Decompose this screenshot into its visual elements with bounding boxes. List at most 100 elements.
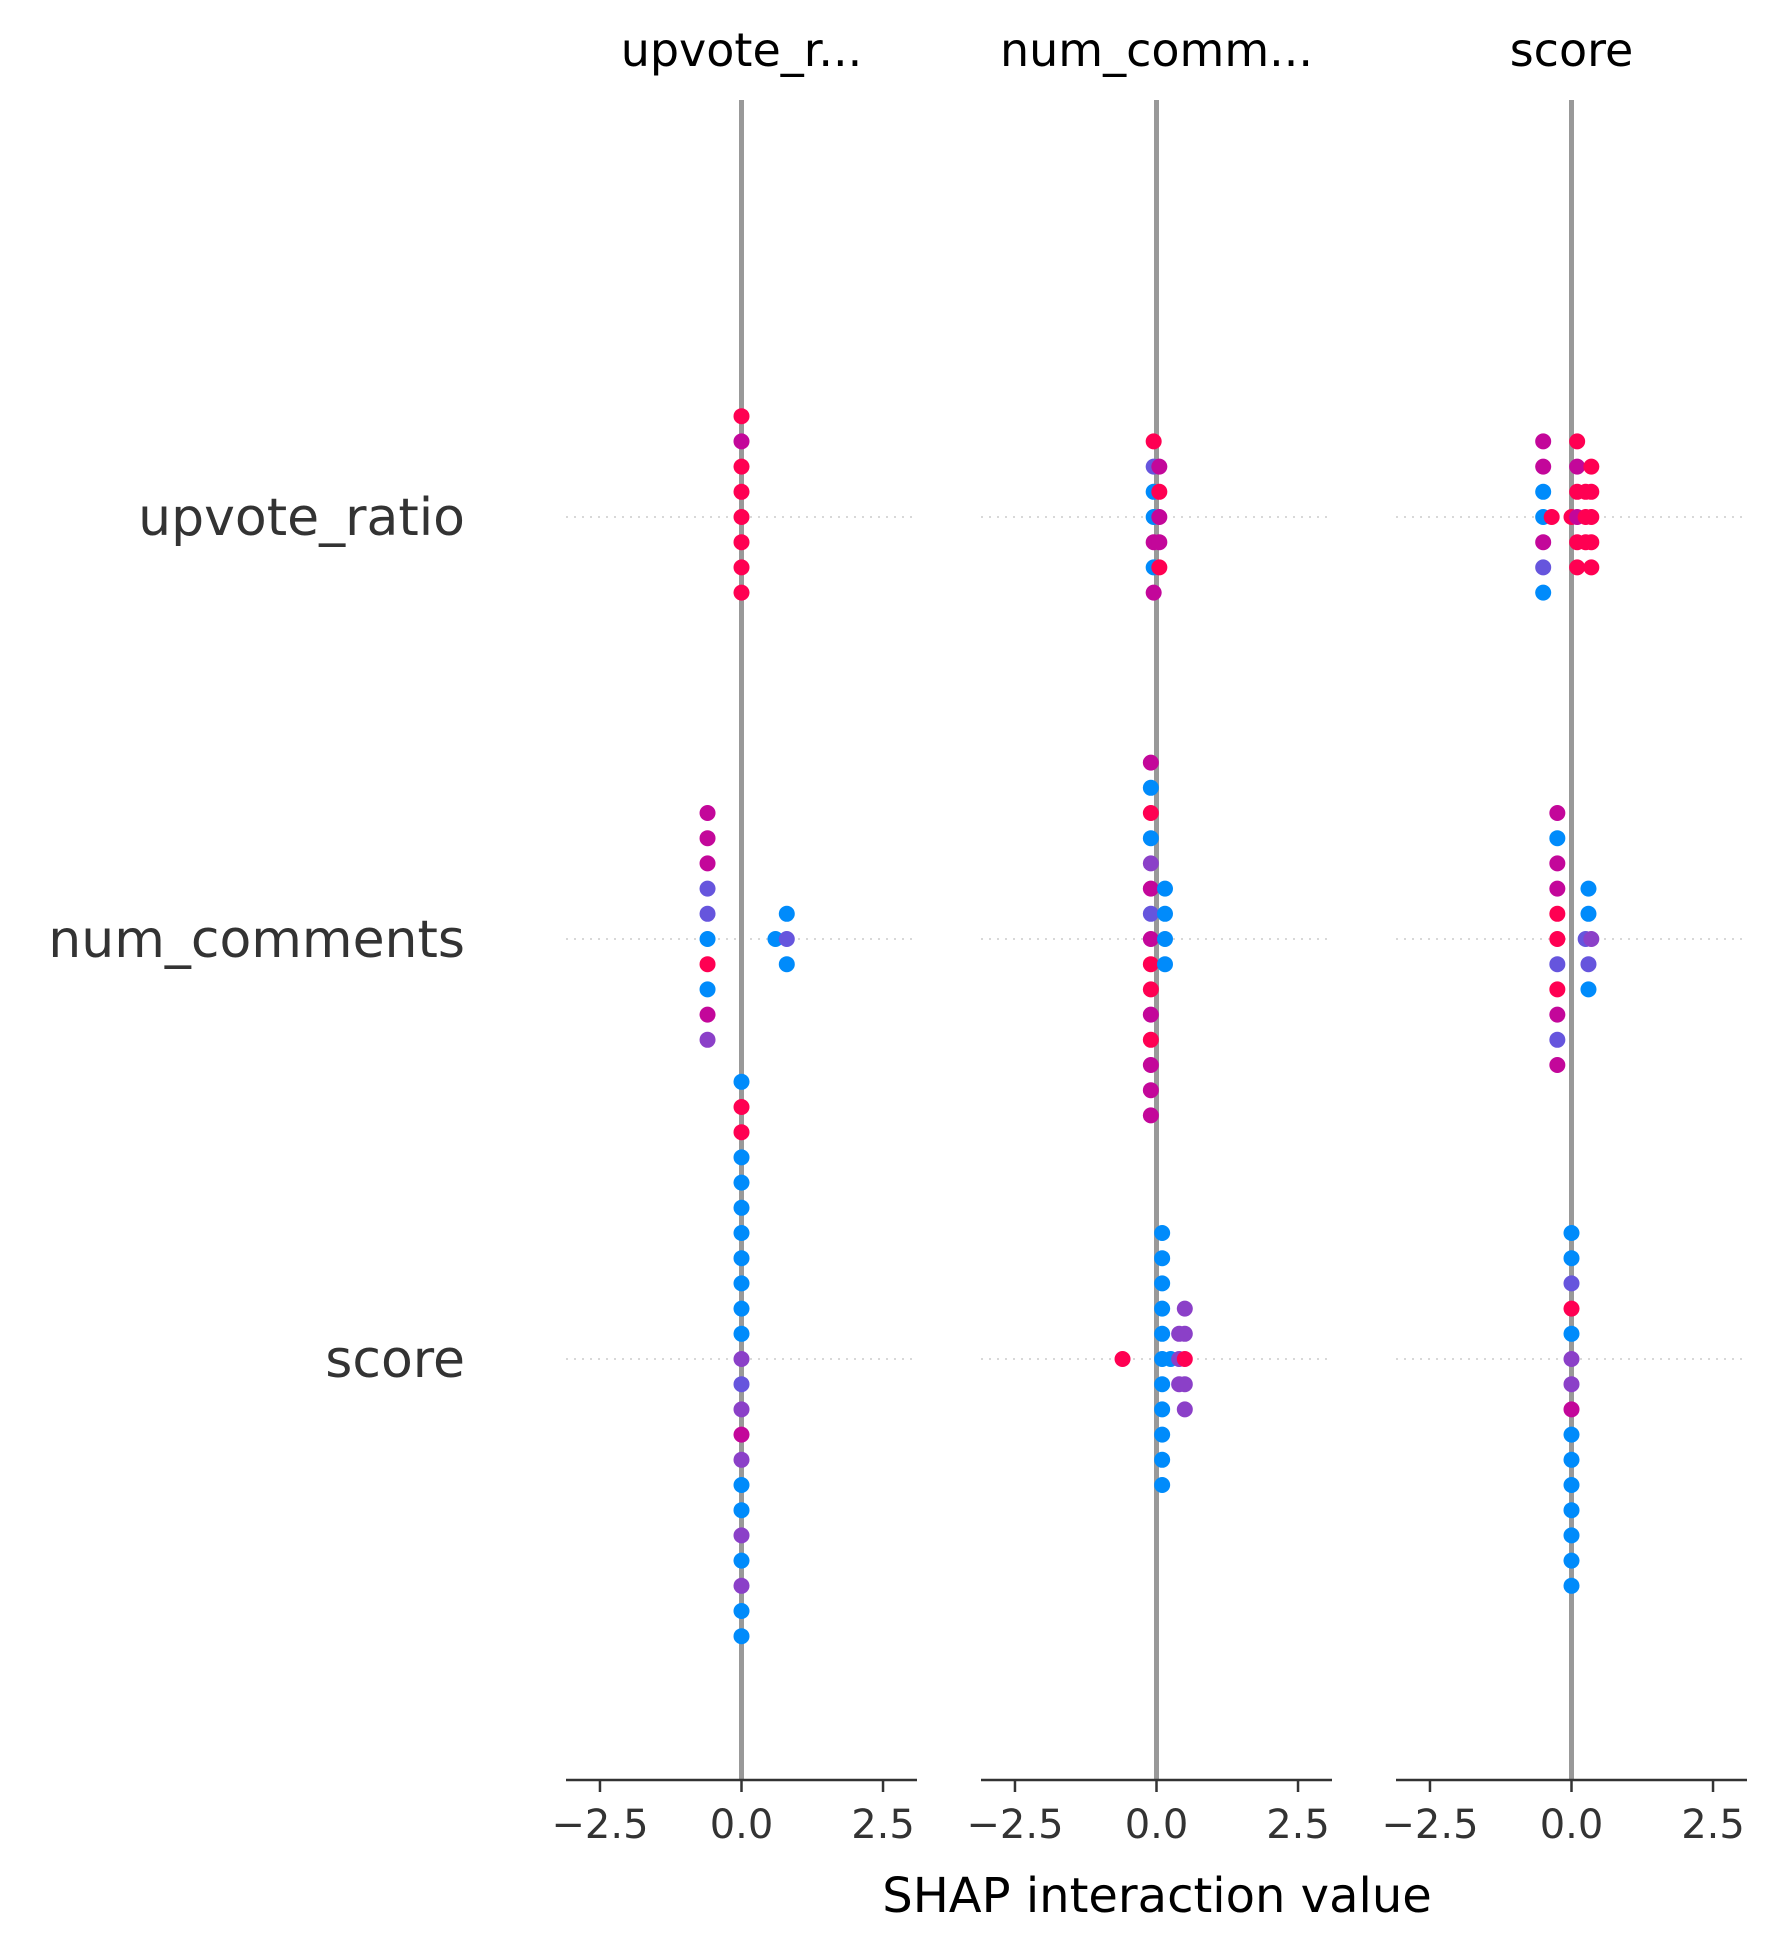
data-point [1563, 1577, 1580, 1594]
data-point [1549, 981, 1566, 998]
x-axis-label: SHAP interaction value [882, 1868, 1432, 1924]
data-point [1583, 534, 1600, 551]
data-point [1583, 483, 1600, 500]
data-point [699, 880, 716, 897]
data-point [1549, 880, 1566, 897]
data-point [733, 1174, 750, 1191]
data-point [1176, 1325, 1193, 1342]
data-point [778, 905, 795, 922]
data-point [1583, 509, 1600, 525]
data-point [699, 931, 716, 947]
data-point [1154, 1426, 1171, 1443]
data-point [1563, 1477, 1580, 1493]
data-point [1583, 931, 1600, 947]
x-tick-label: 2.5 [851, 1802, 915, 1848]
data-point [778, 956, 795, 973]
data-point [733, 433, 750, 450]
data-point [733, 1325, 750, 1342]
panel-title: upvote_r... [621, 23, 863, 77]
data-point [1535, 458, 1552, 475]
data-point [1145, 433, 1162, 450]
data-point [1156, 931, 1173, 947]
data-point [1176, 1300, 1193, 1317]
data-point [733, 1451, 750, 1468]
data-point [1176, 1351, 1193, 1367]
data-point [1563, 1401, 1580, 1418]
panel-title: num_comm... [1000, 23, 1313, 77]
data-point [1563, 1552, 1580, 1569]
x-tick-label: 0.0 [1540, 1802, 1604, 1848]
data-point [1549, 805, 1566, 821]
data-point [1154, 1451, 1171, 1468]
data-points [699, 408, 1600, 1645]
data-point [699, 956, 716, 973]
data-point [699, 981, 716, 998]
data-point [733, 1073, 750, 1090]
data-point [1549, 905, 1566, 922]
data-point [733, 1401, 750, 1418]
data-point [733, 1250, 750, 1267]
data-point [1145, 584, 1162, 601]
data-point [1142, 1006, 1159, 1023]
data-point [1142, 754, 1159, 771]
data-point [1156, 880, 1173, 897]
data-point [699, 830, 716, 847]
data-point [1563, 1502, 1580, 1519]
data-point [699, 805, 716, 821]
data-point [733, 534, 750, 551]
data-point [1580, 880, 1597, 897]
data-point [733, 1124, 750, 1141]
data-point [1563, 1426, 1580, 1443]
data-point [1549, 956, 1566, 973]
data-point [1142, 779, 1159, 796]
data-point [1142, 956, 1159, 973]
data-point [733, 1300, 750, 1317]
data-point [1549, 1031, 1566, 1048]
row-label-num-comments: num_comments [48, 910, 465, 970]
data-point [733, 458, 750, 475]
data-point [1154, 1225, 1171, 1241]
data-point [699, 1031, 716, 1048]
data-point [733, 1603, 750, 1619]
data-point [1535, 433, 1552, 450]
data-point [1549, 830, 1566, 847]
data-point [733, 1552, 750, 1569]
data-point [1583, 458, 1600, 475]
data-point [1569, 559, 1586, 576]
data-point [1563, 1275, 1580, 1292]
data-point [1142, 855, 1159, 872]
data-point [1549, 931, 1566, 947]
data-point [1142, 1107, 1159, 1124]
data-point [733, 1225, 750, 1241]
data-point [1569, 433, 1586, 450]
data-point [1563, 1527, 1580, 1544]
data-point [733, 1628, 750, 1645]
data-point [1154, 1477, 1171, 1493]
data-point [1535, 559, 1552, 576]
data-point [1114, 1351, 1131, 1367]
x-tick-label: 0.0 [710, 1802, 774, 1848]
data-point [1583, 559, 1600, 576]
data-point [1142, 805, 1159, 821]
data-point [1142, 830, 1159, 847]
data-point [733, 1351, 750, 1367]
data-point [1580, 956, 1597, 973]
data-point [1176, 1401, 1193, 1418]
data-point [1156, 905, 1173, 922]
data-point [1142, 981, 1159, 998]
data-point [1142, 1031, 1159, 1048]
data-point [733, 1099, 750, 1115]
data-point [1151, 483, 1168, 500]
x-tick-label: 2.5 [1681, 1802, 1745, 1848]
data-point [767, 931, 784, 947]
data-point [1563, 1250, 1580, 1267]
data-point [1154, 1401, 1171, 1418]
data-point [1142, 1082, 1159, 1099]
data-point [733, 509, 750, 525]
x-tick-label: −2.5 [551, 1802, 648, 1848]
data-point [733, 1426, 750, 1443]
data-point [1563, 1351, 1580, 1367]
data-point [1151, 509, 1168, 525]
x-tick-label: 0.0 [1125, 1802, 1189, 1848]
data-point [1563, 1225, 1580, 1241]
